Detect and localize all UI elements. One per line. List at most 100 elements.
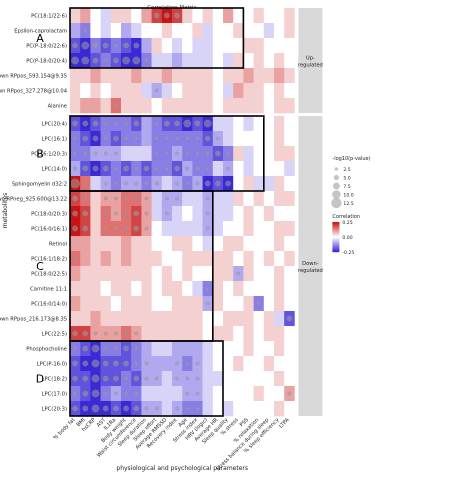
group-box: [69, 340, 224, 417]
heatmap-cell: [263, 116, 275, 132]
heatmap-cell: [121, 83, 132, 99]
heatmap-cell: [243, 83, 254, 99]
heatmap-cell: [141, 326, 152, 342]
significance-dot: [73, 256, 77, 261]
significance-dot: [154, 136, 159, 141]
significance-dot: [256, 301, 261, 306]
heatmap-cell: [172, 341, 183, 357]
significance-dot: [205, 166, 210, 171]
heatmap-cell: [284, 146, 295, 162]
significance-dot: [134, 196, 139, 201]
color-legend-band: [332, 230, 340, 232]
heatmap-cell: [243, 266, 254, 282]
significance-dot: [72, 225, 78, 232]
heatmap-cell: [192, 53, 203, 69]
heatmap-cell: [274, 131, 285, 147]
heatmap-cell: [263, 296, 275, 312]
significance-dot: [195, 136, 200, 141]
heatmap-cell: [253, 221, 265, 237]
significance-dot: [195, 361, 200, 366]
heatmap-cell: [80, 281, 91, 297]
significance-dot: [143, 165, 150, 172]
color-legend-band: [332, 241, 340, 243]
significance-dot: [124, 136, 128, 141]
heatmap-cell: [90, 236, 101, 252]
heatmap-cell: [212, 221, 224, 237]
heatmap-cell: [263, 341, 275, 357]
heatmap-cell: [100, 68, 112, 84]
significance-dot: [164, 120, 170, 127]
facet-label: Down-: [302, 261, 319, 267]
significance-dot: [225, 180, 231, 187]
significance-dot: [154, 151, 159, 156]
heatmap-cell: [141, 23, 152, 39]
color-legend-band: [332, 237, 340, 239]
size-legend-label: 12.5: [343, 201, 353, 207]
heatmap-cell: [274, 386, 285, 402]
heatmap-cell: [223, 371, 234, 387]
heatmap-cell: [253, 236, 265, 252]
significance-dot: [103, 58, 108, 63]
heatmap-cell: [274, 356, 285, 372]
heatmap-cell: [212, 53, 224, 69]
significance-dot: [154, 88, 159, 93]
heatmap-cell: [263, 176, 275, 192]
facet-label: Up-: [306, 56, 315, 62]
heatmap-cell: [223, 401, 234, 417]
group-box: [69, 7, 245, 69]
heatmap-cell: [202, 371, 214, 387]
heatmap-cell: [263, 371, 275, 387]
heatmap-cell: [223, 236, 234, 252]
heatmap-cell: [151, 221, 163, 237]
significance-dot: [185, 376, 190, 381]
heatmap-cell: [70, 98, 81, 114]
heatmap-cell: [263, 236, 275, 252]
significance-dot: [82, 405, 89, 412]
significance-dot: [123, 42, 129, 49]
significance-dot: [103, 181, 108, 186]
significance-dot: [91, 404, 100, 413]
group-letter: A: [36, 32, 44, 45]
heatmap-cell: [212, 311, 224, 327]
heatmap-cell: [141, 146, 152, 162]
significance-dot: [132, 56, 141, 65]
color-legend-band: [332, 248, 340, 250]
heatmap-cell: [182, 281, 193, 297]
heatmap-cell: [243, 251, 254, 267]
row-label: Phosphocholine: [26, 346, 67, 352]
significance-dot: [73, 346, 77, 351]
significance-dot: [134, 346, 139, 351]
significance-dot: [204, 180, 211, 187]
heatmap-cell: [212, 191, 224, 207]
heatmap-cell: [263, 98, 275, 114]
significance-dot: [185, 361, 190, 366]
heatmap-cell: [141, 131, 152, 147]
heatmap-cell: [233, 131, 244, 147]
heatmap-cell: [141, 83, 152, 99]
significance-dot: [195, 406, 200, 411]
significance-dot: [124, 211, 128, 216]
row-label: LPC(20:4): [42, 121, 67, 127]
heatmap-cell: [233, 251, 244, 267]
heatmap-cell: [274, 191, 285, 207]
heatmap-cell: [70, 296, 81, 312]
heatmap-cell: [233, 296, 244, 312]
heatmap-cell: [192, 251, 203, 267]
row-label: PC(16:1/20:3): [31, 151, 67, 157]
heatmap-cell: [141, 251, 152, 267]
heatmap-cell: [202, 8, 214, 24]
heatmap-cell: [70, 311, 81, 327]
heatmap-cell: [223, 311, 234, 327]
color-legend-band: [332, 250, 340, 252]
heatmap-cell: [192, 341, 203, 357]
heatmap-cell: [131, 146, 142, 162]
heatmap-cell: [151, 341, 163, 357]
heatmap-cell: [131, 296, 142, 312]
heatmap-cell: [90, 98, 101, 114]
heatmap-cell: [90, 251, 101, 267]
heatmap-cell: [253, 371, 265, 387]
row-label: PC(18:1/22:6): [31, 13, 67, 19]
heatmap-cell: [263, 83, 275, 99]
heatmap-cell: [110, 83, 122, 99]
